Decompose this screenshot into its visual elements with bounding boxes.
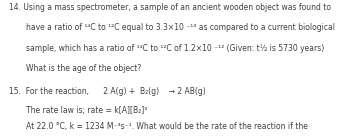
Text: have a ratio of ¹⁴C to ¹²C equal to 3.3×10 ⁻¹³ as compared to a current biologic: have a ratio of ¹⁴C to ¹²C equal to 3.3×… bbox=[26, 23, 335, 32]
Text: What is the age of the object?: What is the age of the object? bbox=[26, 64, 141, 73]
Text: 14. Using a mass spectrometer, a sample of an ancient wooden object was found to: 14. Using a mass spectrometer, a sample … bbox=[9, 3, 331, 12]
Text: The rate law is; rate = k[A][B₂]³: The rate law is; rate = k[A][B₂]³ bbox=[26, 106, 148, 115]
Text: At 22.0 °C, k = 1234 M⁻³s⁻¹. What would be the rate of the reaction if the: At 22.0 °C, k = 1234 M⁻³s⁻¹. What would … bbox=[26, 122, 308, 131]
Text: sample, which has a ratio of ¹⁴C to ¹²C of 1.2×10 ⁻¹² (Given: t½ is 5730 years): sample, which has a ratio of ¹⁴C to ¹²C … bbox=[26, 44, 324, 52]
Text: 15.  For the reaction,      2 A(g) +  B₂(g)    → 2 AB(g): 15. For the reaction, 2 A(g) + B₂(g) → 2… bbox=[9, 87, 205, 96]
